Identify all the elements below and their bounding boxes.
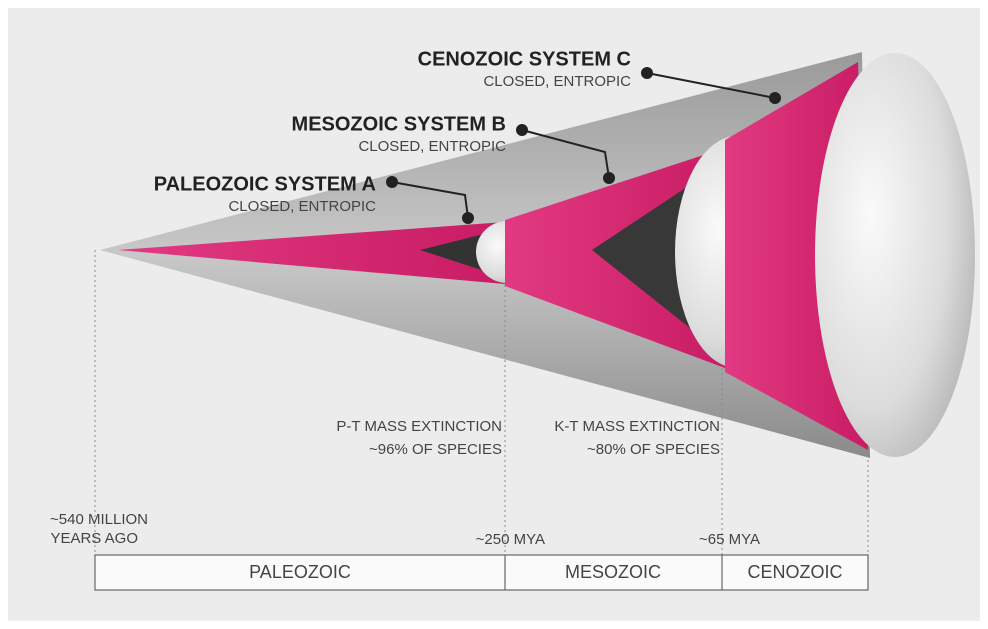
era-label: PALEOZOIC xyxy=(249,562,351,582)
extinction-name: K-T MASS EXTINCTION xyxy=(554,418,720,435)
system-subtitle: CLOSED, ENTROPIC xyxy=(358,138,506,155)
extinction-detail: ~96% OF SPECIES xyxy=(369,441,502,458)
system-title: PALEOZOIC SYSTEM A xyxy=(154,173,376,195)
system-subtitle: CLOSED, ENTROPIC xyxy=(483,73,631,90)
era-label: MESOZOIC xyxy=(565,562,661,582)
diagram: PALEOZOIC SYSTEM A CLOSED, ENTROPIC MESO… xyxy=(0,0,988,629)
time-label: YEARS AGO xyxy=(50,530,138,547)
system-subtitle: CLOSED, ENTROPIC xyxy=(228,198,376,215)
time-label: ~250 MYA xyxy=(476,531,545,548)
time-label: ~65 MYA xyxy=(699,531,760,548)
extinction-name: P-T MASS EXTINCTION xyxy=(336,418,502,435)
era-label: CENOZOIC xyxy=(747,562,842,582)
extinction-detail: ~80% OF SPECIES xyxy=(587,441,720,458)
system-title: CENOZOIC SYSTEM C xyxy=(418,48,631,70)
system-title: MESOZOIC SYSTEM B xyxy=(292,113,506,135)
time-label: ~540 MILLION xyxy=(50,511,148,528)
